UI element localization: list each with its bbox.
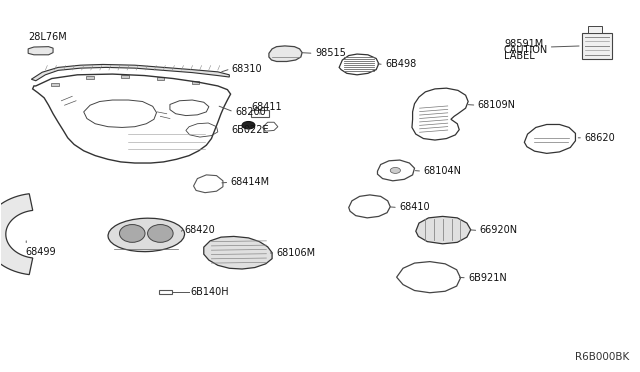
Text: 98591M: 98591M [504, 39, 543, 49]
Polygon shape [416, 217, 470, 244]
Bar [51, 83, 59, 86]
Bar [159, 290, 172, 294]
Bar [251, 110, 269, 117]
Text: 66920N: 66920N [479, 225, 518, 235]
Polygon shape [269, 46, 302, 61]
Polygon shape [0, 194, 33, 275]
Ellipse shape [120, 225, 145, 242]
Text: 6B921N: 6B921N [468, 273, 507, 283]
Polygon shape [31, 64, 229, 81]
Text: 68109N: 68109N [477, 100, 516, 110]
Text: 6B140H: 6B140H [190, 287, 229, 297]
Text: 6B022E: 6B022E [232, 125, 269, 135]
Text: CAUTION: CAUTION [504, 45, 548, 55]
Circle shape [282, 52, 287, 55]
Ellipse shape [148, 225, 173, 242]
Text: LABEL: LABEL [504, 51, 534, 61]
Circle shape [242, 122, 255, 129]
Bar [582, 33, 612, 59]
Circle shape [291, 52, 296, 55]
Text: 68200: 68200 [236, 107, 266, 117]
Text: 68106M: 68106M [276, 248, 316, 259]
Text: 68414M: 68414M [230, 177, 269, 187]
Text: 98515: 98515 [315, 48, 346, 58]
Text: 68420: 68420 [184, 225, 215, 235]
Text: 68411: 68411 [251, 102, 282, 112]
Bar [588, 26, 602, 33]
Circle shape [274, 52, 279, 55]
Bar [191, 81, 199, 84]
Bar [86, 76, 94, 78]
Circle shape [390, 167, 401, 173]
Bar [122, 75, 129, 78]
Text: 68499: 68499 [25, 247, 56, 257]
Bar [157, 77, 164, 80]
Text: 6B498: 6B498 [385, 60, 417, 70]
Text: 68410: 68410 [399, 202, 430, 212]
Polygon shape [204, 236, 272, 269]
Text: R6B000BK: R6B000BK [575, 352, 630, 362]
Text: 68310: 68310 [232, 64, 262, 74]
Text: 28L76M: 28L76M [28, 32, 67, 42]
Text: 68620: 68620 [584, 133, 615, 143]
Ellipse shape [108, 218, 184, 251]
Polygon shape [28, 46, 53, 55]
Text: 68104N: 68104N [424, 166, 461, 176]
